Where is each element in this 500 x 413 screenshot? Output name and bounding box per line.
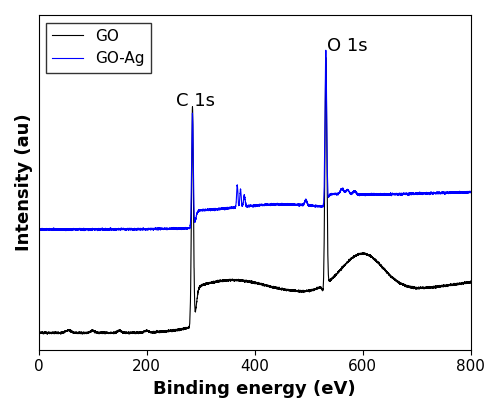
GO: [379, 265, 385, 270]
GO-Ag: [468, 190, 473, 195]
GO-Ag: [310, 204, 316, 209]
GO-Ag: [379, 191, 385, 196]
GO: [323, 55, 329, 60]
Legend: GO, GO-Ag: GO, GO-Ag: [46, 23, 150, 73]
GO: [468, 279, 473, 284]
GO-Ag: [192, 218, 198, 223]
GO-Ag: [356, 191, 362, 196]
Line: GO-Ag: GO-Ag: [38, 50, 470, 231]
GO-Ag: [58, 227, 64, 232]
GO: [192, 307, 198, 312]
Y-axis label: Intensity (au): Intensity (au): [15, 114, 33, 251]
GO: [310, 287, 316, 292]
GO-Ag: [36, 228, 42, 233]
GO: [58, 330, 64, 335]
GO: [58, 332, 64, 337]
GO-Ag: [63, 228, 69, 233]
GO: [291, 289, 297, 294]
GO-Ag: [323, 48, 329, 53]
GO: [36, 330, 42, 335]
Text: O 1s: O 1s: [328, 37, 368, 55]
Line: GO: GO: [38, 57, 470, 334]
X-axis label: Binding energy (eV): Binding energy (eV): [153, 380, 356, 398]
GO-Ag: [291, 202, 297, 207]
Text: C 1s: C 1s: [176, 92, 216, 110]
GO: [356, 251, 362, 256]
